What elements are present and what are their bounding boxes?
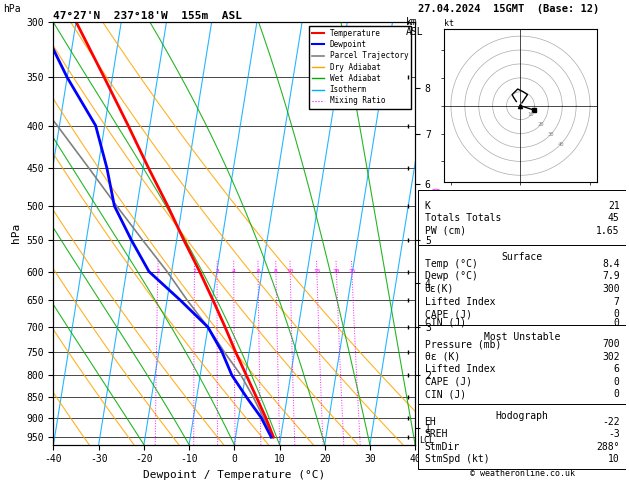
Text: PW (cm): PW (cm) [425, 226, 465, 236]
Text: 27.04.2024  15GMT  (Base: 12): 27.04.2024 15GMT (Base: 12) [418, 4, 599, 14]
Text: 7: 7 [614, 296, 620, 307]
Text: CIN (J): CIN (J) [425, 317, 465, 328]
Text: 302: 302 [602, 352, 620, 362]
Bar [418, 190, 626, 245]
Text: hPa: hPa [3, 4, 21, 14]
Text: 7.9: 7.9 [602, 272, 620, 281]
Text: LCL: LCL [419, 436, 434, 446]
Text: K: K [425, 201, 430, 210]
Text: 45: 45 [608, 213, 620, 223]
Text: Most Unstable: Most Unstable [484, 332, 560, 343]
Text: 300: 300 [602, 284, 620, 294]
Text: SREH: SREH [425, 430, 448, 439]
Text: CIN (J): CIN (J) [425, 389, 465, 399]
Text: 700: 700 [602, 339, 620, 349]
Text: 30: 30 [547, 132, 554, 137]
X-axis label: Dewpoint / Temperature (°C): Dewpoint / Temperature (°C) [143, 470, 325, 480]
Text: © weatheronline.co.uk: © weatheronline.co.uk [470, 469, 574, 478]
Text: Lifted Index: Lifted Index [425, 296, 495, 307]
Text: 288°: 288° [596, 442, 620, 451]
Text: km: km [406, 17, 418, 27]
Text: 0: 0 [614, 317, 620, 328]
Text: θε (K): θε (K) [425, 352, 460, 362]
Text: Lifted Index: Lifted Index [425, 364, 495, 374]
Text: 40: 40 [557, 142, 564, 147]
Text: Mixing Ratio (g/kg): Mixing Ratio (g/kg) [433, 186, 442, 281]
Text: 3: 3 [215, 269, 219, 274]
Text: 15: 15 [313, 269, 321, 274]
Text: Surface: Surface [501, 252, 543, 262]
Text: CAPE (J): CAPE (J) [425, 377, 472, 387]
Text: EH: EH [425, 417, 437, 427]
Text: 8.4: 8.4 [602, 259, 620, 269]
Text: 10: 10 [608, 454, 620, 464]
Text: Totals Totals: Totals Totals [425, 213, 501, 223]
Text: 0: 0 [614, 377, 620, 387]
Bar [418, 245, 626, 325]
Text: θε(K): θε(K) [425, 284, 454, 294]
Text: -3: -3 [608, 430, 620, 439]
Text: ASL: ASL [406, 27, 423, 37]
Text: 10: 10 [286, 269, 294, 274]
Text: 0: 0 [614, 309, 620, 319]
Text: StmDir: StmDir [425, 442, 460, 451]
Text: 6: 6 [614, 364, 620, 374]
Y-axis label: hPa: hPa [11, 223, 21, 243]
Legend: Temperature, Dewpoint, Parcel Trajectory, Dry Adiabat, Wet Adiabat, Isotherm, Mi: Temperature, Dewpoint, Parcel Trajectory… [309, 26, 411, 108]
Text: 2: 2 [192, 269, 196, 274]
Text: 1: 1 [156, 269, 160, 274]
Text: 0: 0 [614, 389, 620, 399]
Text: 4: 4 [232, 269, 236, 274]
Text: 47°27'N  237°18'W  155m  ASL: 47°27'N 237°18'W 155m ASL [53, 11, 242, 21]
Text: 8: 8 [274, 269, 278, 274]
Text: Temp (°C): Temp (°C) [425, 259, 477, 269]
Text: StmSpd (kt): StmSpd (kt) [425, 454, 489, 464]
Text: 25: 25 [348, 269, 355, 274]
Text: CAPE (J): CAPE (J) [425, 309, 472, 319]
Text: 21: 21 [608, 201, 620, 210]
Text: 20: 20 [333, 269, 340, 274]
Text: Dewp (°C): Dewp (°C) [425, 272, 477, 281]
Text: 20: 20 [537, 122, 544, 127]
Text: Pressure (mb): Pressure (mb) [425, 339, 501, 349]
Text: -22: -22 [602, 417, 620, 427]
Text: 10: 10 [527, 112, 534, 117]
Text: 1.65: 1.65 [596, 226, 620, 236]
Text: kt: kt [444, 19, 454, 28]
Text: 6: 6 [256, 269, 260, 274]
Text: Hodograph: Hodograph [496, 411, 548, 421]
Bar [418, 325, 626, 404]
Bar [418, 404, 626, 469]
